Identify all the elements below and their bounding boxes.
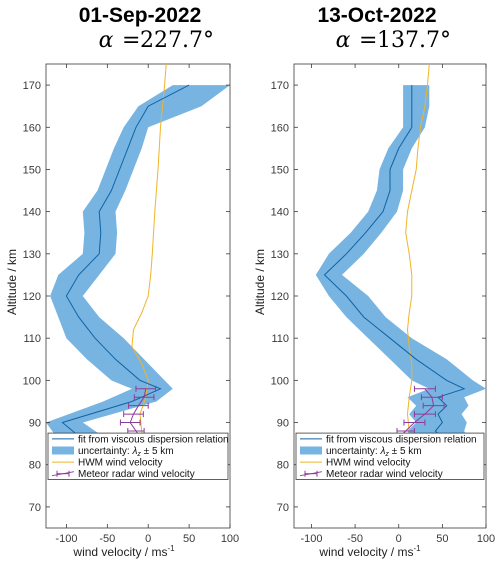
x-tick-label: 100 <box>221 533 239 545</box>
x-tick-label: -50 <box>347 533 363 545</box>
chart-panel-right: 13-Oct-2022 α = 137.7° -100 -50 0 50 100 70 80… <box>253 4 495 559</box>
y-tick-label: 130 <box>23 249 41 261</box>
legend: fit from viscous dispersion relationunce… <box>47 432 229 480</box>
meteor-errorbar <box>413 385 436 392</box>
plot-area: -100 -50 0 50 100 70 80 90 100 110 120 130 140 150 160… <box>23 63 239 545</box>
fit-line <box>323 85 466 440</box>
legend-fit-label: fit from viscous dispersion relation <box>78 434 229 445</box>
uncertainty-band <box>46 85 230 440</box>
x-tick-label: -100 <box>55 533 77 545</box>
alpha-equals: = <box>359 28 377 53</box>
y-tick-label: 100 <box>23 375 41 387</box>
x-axis-label: wind velocity / ms-1 <box>72 544 175 559</box>
meteor-errorbar <box>119 419 141 426</box>
plot-area: -100 -50 0 50 100 70 80 90 100 110 120 130 140 150 160… <box>271 63 495 545</box>
x-axis-label: wind velocity / ms-1 <box>318 544 421 559</box>
y-tick-label: 170 <box>271 80 289 92</box>
hwm-line <box>405 63 430 465</box>
y-tick-label: 70 <box>29 502 41 514</box>
chart-title: 01-Sep-2022 <box>79 4 202 27</box>
y-tick-label: 160 <box>23 122 41 134</box>
legend-meteor-label: Meteor radar wind velocity <box>326 469 443 480</box>
fit-line <box>61 84 190 440</box>
x-tick-label: 0 <box>396 533 402 545</box>
chart-title: 13-Oct-2022 <box>317 4 436 27</box>
legend-meteor-label: Meteor radar wind velocity <box>78 469 195 480</box>
y-tick-label: 100 <box>271 375 289 387</box>
y-tick-label: 150 <box>271 164 289 176</box>
x-tick-label: 50 <box>183 533 195 545</box>
meteor-errorbar <box>123 411 144 418</box>
legend-uncertainty-label: uncertainty: λz ± 5 km <box>326 446 422 458</box>
hwm-line <box>131 63 167 448</box>
x-tick-label: 50 <box>436 533 448 545</box>
legend-hwm-label: HWM wind velocity <box>78 458 162 469</box>
legend-uncertainty-label: uncertainty: λz ± 5 km <box>78 446 174 458</box>
alpha-symbol: α <box>336 28 351 53</box>
y-axis-label: Altitude / km <box>5 249 19 315</box>
legend-hwm-label: HWM wind velocity <box>326 458 410 469</box>
meteor-errorbar <box>413 411 436 418</box>
y-tick-label: 120 <box>271 291 289 303</box>
y-tick-label: 90 <box>277 418 289 430</box>
chart-panel-left: 01-Sep-2022 α = 227.7° -100 -50 0 50 100 70 80… <box>5 4 239 559</box>
y-tick-label: 90 <box>29 418 41 430</box>
legend-box <box>47 432 229 480</box>
y-tick-label: 110 <box>271 333 289 345</box>
y-tick-label: 70 <box>277 502 289 514</box>
alpha-equals: = <box>122 28 140 53</box>
meteor-errorbar <box>403 419 426 426</box>
legend-fit-label: fit from viscous dispersion relation <box>326 434 477 445</box>
y-tick-label: 170 <box>23 80 41 92</box>
x-tick-label: -100 <box>300 533 322 545</box>
y-tick-label: 80 <box>29 460 41 472</box>
y-tick-label: 140 <box>271 207 289 219</box>
y-tick-label: 140 <box>23 207 41 219</box>
alpha-value: 227.7° <box>140 28 214 53</box>
legend-box <box>295 432 485 480</box>
alpha-value: 137.7° <box>377 28 451 53</box>
y-axis-label: Altitude / km <box>253 249 267 315</box>
legend-band-swatch <box>52 446 74 455</box>
y-tick-label: 150 <box>23 164 41 176</box>
legend-band-swatch <box>300 446 322 455</box>
legend: fit from viscous dispersion relationunce… <box>295 432 485 480</box>
meteor-errorbar <box>420 394 443 401</box>
meteor-errorbar <box>128 402 149 409</box>
uncertainty-band <box>315 85 486 440</box>
y-tick-label: 160 <box>271 122 289 134</box>
x-tick-label: 0 <box>145 533 151 545</box>
meteor-errorbar <box>133 394 155 401</box>
meteor-errorbar <box>422 402 445 409</box>
meteor-errorbar <box>135 385 157 392</box>
x-tick-label: -50 <box>99 533 115 545</box>
y-tick-label: 110 <box>23 333 41 345</box>
y-tick-label: 80 <box>277 460 289 472</box>
y-tick-label: 130 <box>271 249 289 261</box>
y-tick-label: 120 <box>23 291 41 303</box>
x-tick-label: 100 <box>477 533 495 545</box>
alpha-symbol: α <box>99 28 114 53</box>
